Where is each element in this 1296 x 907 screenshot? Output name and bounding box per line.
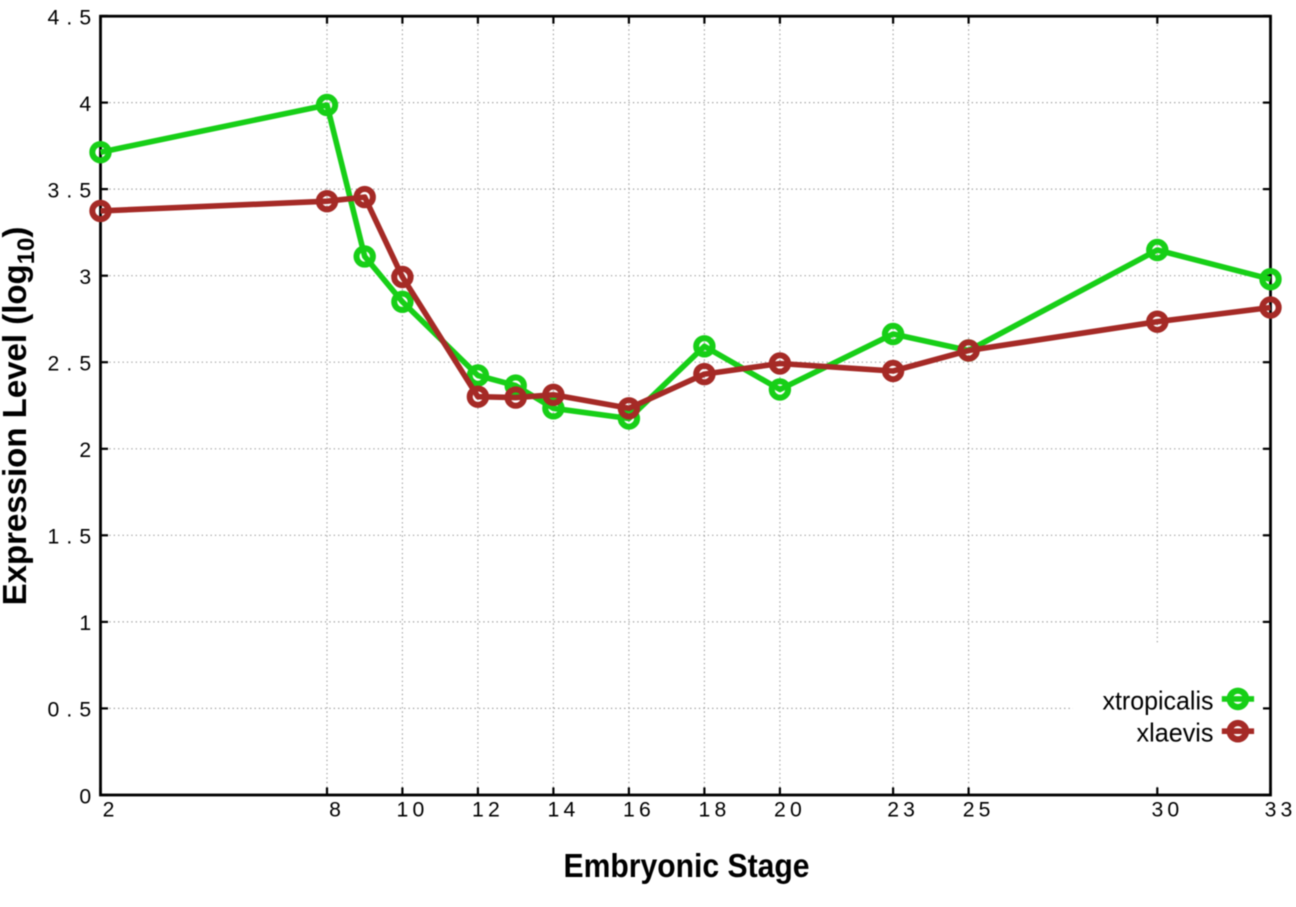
svg-text:4: 4 [79,93,91,116]
svg-text:0.5: 0.5 [48,699,92,722]
svg-text:3: 3 [79,266,91,289]
svg-text:2.5: 2.5 [48,353,92,376]
svg-text:xlaevis: xlaevis [1137,718,1214,748]
svg-text:4.5: 4.5 [48,6,92,29]
svg-text:0: 0 [79,785,91,808]
svg-text:1.5: 1.5 [48,526,92,549]
svg-text:xtropicalis: xtropicalis [1103,685,1214,715]
svg-text:3.5: 3.5 [48,179,92,202]
svg-text:8: 8 [329,799,341,822]
svg-text:1: 1 [79,612,91,635]
svg-text:Embryonic Stage: Embryonic Stage [564,847,810,884]
svg-text:2: 2 [79,439,91,462]
svg-text:2: 2 [103,799,115,822]
